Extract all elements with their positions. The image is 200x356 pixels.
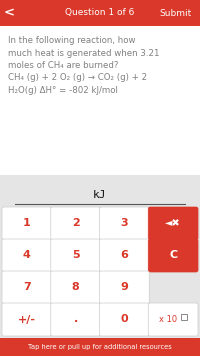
Text: <: < [3,6,15,20]
Text: 3: 3 [121,219,128,229]
Bar [0,338,200,356]
Text: 1: 1 [23,219,31,229]
FancyBboxPatch shape [51,303,101,336]
Text: 9: 9 [120,283,128,293]
Text: moles of CH₄ are burned?: moles of CH₄ are burned? [8,61,118,70]
Text: .: . [74,314,78,325]
Text: In the following reaction, how: In the following reaction, how [8,36,136,45]
Text: x 10: x 10 [159,315,177,324]
Bar [0,175,200,338]
FancyBboxPatch shape [100,271,149,304]
Text: C: C [169,251,177,261]
Text: 7: 7 [23,283,31,293]
FancyBboxPatch shape [100,207,149,240]
FancyBboxPatch shape [2,239,52,272]
Text: ◄✖: ◄✖ [165,219,181,229]
Text: 0: 0 [121,314,128,325]
FancyBboxPatch shape [51,207,101,240]
Text: Question 1 of 6: Question 1 of 6 [65,9,135,17]
FancyBboxPatch shape [2,303,52,336]
Text: CH₄ (g) + 2 O₂ (g) → CO₂ (g) + 2: CH₄ (g) + 2 O₂ (g) → CO₂ (g) + 2 [8,73,147,83]
Text: 2: 2 [72,219,80,229]
FancyBboxPatch shape [100,239,149,272]
Text: +/-: +/- [18,314,36,325]
Text: Submit: Submit [160,9,192,17]
Text: 4: 4 [23,251,31,261]
FancyBboxPatch shape [51,239,101,272]
Text: kJ: kJ [93,190,107,200]
Bar [181,314,187,319]
Text: 5: 5 [72,251,79,261]
FancyBboxPatch shape [2,207,52,240]
FancyBboxPatch shape [148,239,198,272]
Bar [0,26,200,175]
Text: much heat is generated when 3.21: much heat is generated when 3.21 [8,48,160,58]
FancyBboxPatch shape [148,207,198,240]
Text: 8: 8 [72,283,80,293]
Bar [0,0,200,26]
Text: 6: 6 [120,251,128,261]
Text: Tap here or pull up for additional resources: Tap here or pull up for additional resou… [28,344,172,350]
FancyBboxPatch shape [148,303,198,336]
FancyBboxPatch shape [51,271,101,304]
Text: H₂O(g) ΔH° = -802 kJ/mol: H₂O(g) ΔH° = -802 kJ/mol [8,86,118,95]
FancyBboxPatch shape [100,303,149,336]
FancyBboxPatch shape [2,271,52,304]
